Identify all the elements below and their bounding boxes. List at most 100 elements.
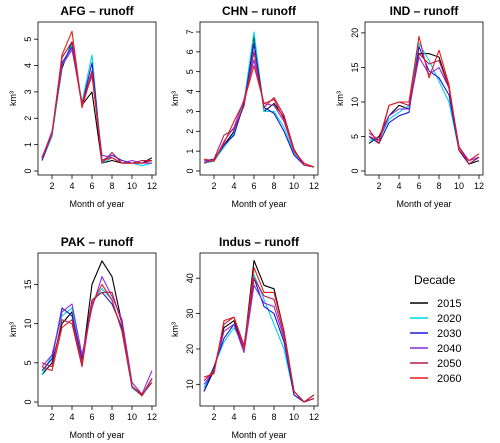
x-tick-label: 8 <box>109 412 114 422</box>
x-tick-label: 6 <box>251 181 256 191</box>
y-tick-label: 1 <box>185 149 195 154</box>
series-line-2040 <box>41 276 153 395</box>
series-line-2020 <box>203 31 315 168</box>
x-tick-label: 10 <box>454 181 464 191</box>
panel-title: Indus – runoff <box>219 235 300 249</box>
x-tick-label: 2 <box>211 412 216 422</box>
x-tick-label: 12 <box>147 181 157 191</box>
series-line-2060 <box>41 283 153 397</box>
y-tick-label: 0 <box>23 399 33 404</box>
y-tick-label: 3 <box>185 109 195 114</box>
x-axis-label: Month of year <box>231 199 286 209</box>
y-tick-label: 1 <box>23 142 33 147</box>
legend-item-2060: 2060 <box>410 373 461 385</box>
x-axis-label: Month of year <box>231 430 286 440</box>
y-tick-label: 2 <box>23 116 33 121</box>
plot-frame <box>199 21 319 176</box>
y-axis-label: km³ <box>335 91 345 106</box>
y-tick-label: 30 <box>185 309 195 319</box>
panel-title: CHN – runoff <box>222 4 297 18</box>
x-tick-label: 10 <box>127 412 137 422</box>
series-line-2060 <box>203 267 315 403</box>
y-tick-label: 5 <box>23 360 33 365</box>
x-tick-label: 2 <box>49 412 54 422</box>
panel-indus-runoff: Indus – runoff Month of year km³ 2 4 6 8 10 1… <box>170 235 319 440</box>
y-tick-label: 0 <box>23 168 33 173</box>
x-tick-label: 12 <box>309 412 319 422</box>
panel-title: PAK – runoff <box>61 235 134 249</box>
y-tick-label: 5 <box>350 134 360 139</box>
legend-label: 2020 <box>437 313 461 325</box>
series-line-2030 <box>203 277 315 403</box>
y-axis-label: km³ <box>8 322 18 337</box>
legend-label: 2040 <box>437 343 461 355</box>
series-line-2050 <box>203 51 315 168</box>
y-axis-label: km³ <box>170 91 180 106</box>
x-tick-label: 2 <box>211 181 216 191</box>
y-tick-label: 0 <box>350 168 360 173</box>
panel-ind-runoff: IND – runoff Month of year km³ 2 4 6 8 10 12 0… <box>335 4 484 209</box>
legend-item-2030: 2030 <box>410 328 461 340</box>
panel-pak-runoff: PAK – runoff Month of year km³ 2 4 6 8 10 12 0… <box>8 235 157 440</box>
panel-title: IND – runoff <box>390 4 460 18</box>
plot-frame <box>364 21 484 176</box>
y-tick-label: 4 <box>23 63 33 68</box>
x-tick-label: 12 <box>474 181 484 191</box>
y-tick-label: 5 <box>185 69 195 74</box>
y-tick-label: 7 <box>185 29 195 34</box>
panel-title: AFG – runoff <box>60 4 134 18</box>
x-tick-label: 2 <box>49 181 54 191</box>
x-axis-label: Month of year <box>69 199 124 209</box>
y-tick-label: 10 <box>185 379 195 389</box>
x-tick-label: 6 <box>89 181 94 191</box>
x-tick-label: 10 <box>289 412 299 422</box>
legend-label: 2015 <box>437 298 461 310</box>
legend-label: 2060 <box>437 373 461 385</box>
plot-frame <box>199 252 319 407</box>
y-tick-label: 5 <box>23 37 33 42</box>
legend-label: 2030 <box>437 328 461 340</box>
legend-item-2020: 2020 <box>410 313 461 325</box>
x-tick-label: 2 <box>376 181 381 191</box>
x-axis-label: Month of year <box>69 430 124 440</box>
series-line-2060 <box>203 65 315 168</box>
y-tick-label: 10 <box>23 319 33 329</box>
plot-frame <box>37 252 157 407</box>
x-tick-label: 4 <box>69 181 74 191</box>
legend-title: Decade <box>414 273 456 287</box>
y-tick-label: 10 <box>350 97 360 107</box>
y-tick-label: 15 <box>350 62 360 72</box>
x-tick-label: 12 <box>147 412 157 422</box>
x-tick-label: 4 <box>396 181 401 191</box>
x-axis-label: Month of year <box>396 199 451 209</box>
x-tick-label: 8 <box>109 181 114 191</box>
y-tick-label: 15 <box>23 279 33 289</box>
y-tick-label: 4 <box>185 89 195 94</box>
series-line-2060 <box>368 35 480 162</box>
legend-item-2040: 2040 <box>410 343 461 355</box>
x-tick-label: 8 <box>271 412 276 422</box>
plot-frame <box>37 21 157 176</box>
series-line-2030 <box>203 43 315 168</box>
x-tick-label: 8 <box>436 181 441 191</box>
x-tick-label: 10 <box>289 181 299 191</box>
legend: Decade 2015 2020 2030 2040 2050 2060 <box>410 273 461 385</box>
y-tick-label: 2 <box>185 129 195 134</box>
legend-item-2050: 2050 <box>410 358 461 370</box>
y-tick-label: 20 <box>350 28 360 38</box>
y-tick-label: 6 <box>185 49 195 54</box>
x-tick-label: 8 <box>271 181 276 191</box>
x-tick-label: 4 <box>231 181 236 191</box>
x-tick-label: 6 <box>251 412 256 422</box>
legend-item-2015: 2015 <box>410 298 461 310</box>
y-tick-label: 3 <box>23 89 33 94</box>
x-tick-label: 10 <box>127 181 137 191</box>
y-tick-label: 20 <box>185 344 195 354</box>
x-tick-label: 6 <box>416 181 421 191</box>
x-tick-label: 4 <box>69 412 74 422</box>
y-tick-label: 40 <box>185 273 195 283</box>
x-tick-label: 12 <box>309 181 319 191</box>
y-axis-label: km³ <box>8 91 18 106</box>
x-tick-label: 4 <box>231 412 236 422</box>
